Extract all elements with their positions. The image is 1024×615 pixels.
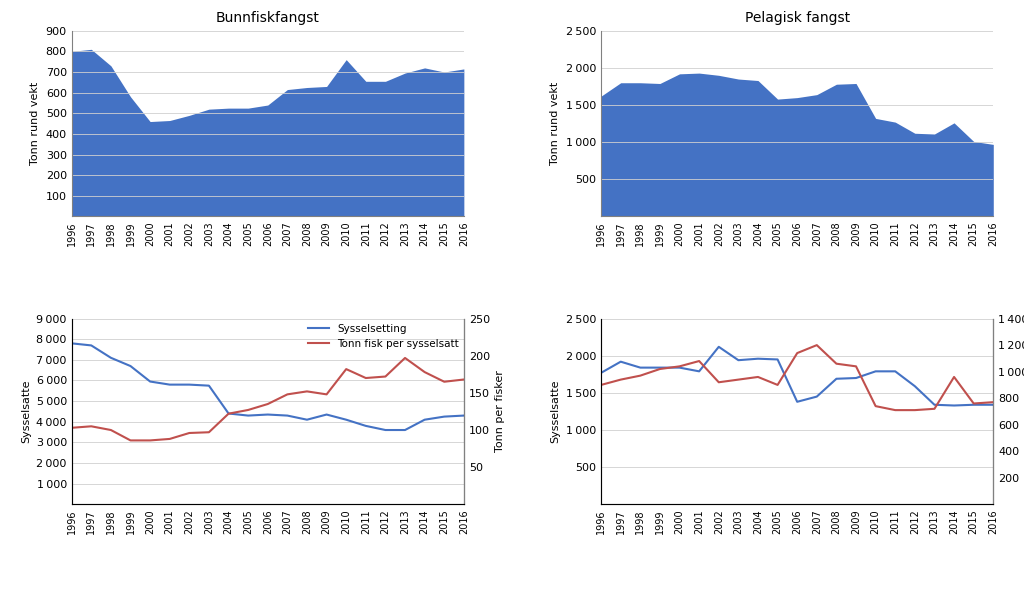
Y-axis label: Sysselsatte: Sysselsatte xyxy=(20,379,31,443)
Tonn fisk per sysselsatt xyxy=(242,407,254,414)
Tonn fisk per sysselsatt xyxy=(419,368,431,376)
Sysselsetting xyxy=(164,381,176,388)
Tonn fisk per sysselsatt xyxy=(222,410,234,418)
Tonn fisk per sysselsatt xyxy=(399,354,412,362)
Sysselsetting xyxy=(222,410,234,417)
Tonn fisk per sysselsatt xyxy=(85,423,97,430)
Line: Tonn fisk per sysselsatt: Tonn fisk per sysselsatt xyxy=(72,358,464,440)
Sysselsetting xyxy=(438,413,451,420)
Tonn fisk per sysselsatt xyxy=(183,429,196,437)
Sysselsetting xyxy=(301,416,313,423)
Sysselsetting xyxy=(104,354,117,362)
Tonn fisk per sysselsatt xyxy=(321,391,333,398)
Tonn fisk per sysselsatt xyxy=(359,375,372,382)
Tonn fisk per sysselsatt xyxy=(438,378,451,386)
Tonn fisk per sysselsatt xyxy=(144,437,157,444)
Sysselsetting xyxy=(321,411,333,418)
Tonn fisk per sysselsatt xyxy=(203,429,215,436)
Tonn fisk per sysselsatt xyxy=(261,400,273,408)
Sysselsetting xyxy=(124,362,136,370)
Title: Pelagisk fangst: Pelagisk fangst xyxy=(744,12,850,25)
Line: Sysselsetting: Sysselsetting xyxy=(72,343,464,430)
Sysselsetting xyxy=(144,378,157,385)
Y-axis label: Tonn per fisker: Tonn per fisker xyxy=(496,370,506,453)
Tonn fisk per sysselsatt xyxy=(282,391,294,398)
Tonn fisk per sysselsatt xyxy=(301,387,313,395)
Legend: Sysselsetting, Tonn fisk per sysselsatt: Sysselsetting, Tonn fisk per sysselsatt xyxy=(308,324,459,349)
Sysselsetting xyxy=(261,411,273,418)
Sysselsetting xyxy=(340,416,352,423)
Sysselsetting xyxy=(458,412,470,419)
Sysselsetting xyxy=(282,412,294,419)
Tonn fisk per sysselsatt xyxy=(124,437,136,444)
Tonn fisk per sysselsatt xyxy=(379,373,391,380)
Tonn fisk per sysselsatt xyxy=(458,376,470,383)
Sysselsetting xyxy=(85,342,97,349)
Tonn fisk per sysselsatt xyxy=(340,365,352,373)
Sysselsetting xyxy=(183,381,196,388)
Sysselsetting xyxy=(359,423,372,430)
Sysselsetting xyxy=(66,339,78,347)
Y-axis label: Tonn rund vekt: Tonn rund vekt xyxy=(550,82,560,165)
Y-axis label: Sysselsatte: Sysselsatte xyxy=(550,379,560,443)
Sysselsetting xyxy=(419,416,431,423)
Sysselsetting xyxy=(242,412,254,419)
Tonn fisk per sysselsatt xyxy=(66,424,78,432)
Sysselsetting xyxy=(379,426,391,434)
Tonn fisk per sysselsatt xyxy=(104,426,117,434)
Title: Bunnfiskfangst: Bunnfiskfangst xyxy=(216,12,319,25)
Sysselsetting xyxy=(399,426,412,434)
Sysselsetting xyxy=(203,382,215,389)
Tonn fisk per sysselsatt xyxy=(164,435,176,443)
Y-axis label: Tonn rund vekt: Tonn rund vekt xyxy=(30,82,40,165)
